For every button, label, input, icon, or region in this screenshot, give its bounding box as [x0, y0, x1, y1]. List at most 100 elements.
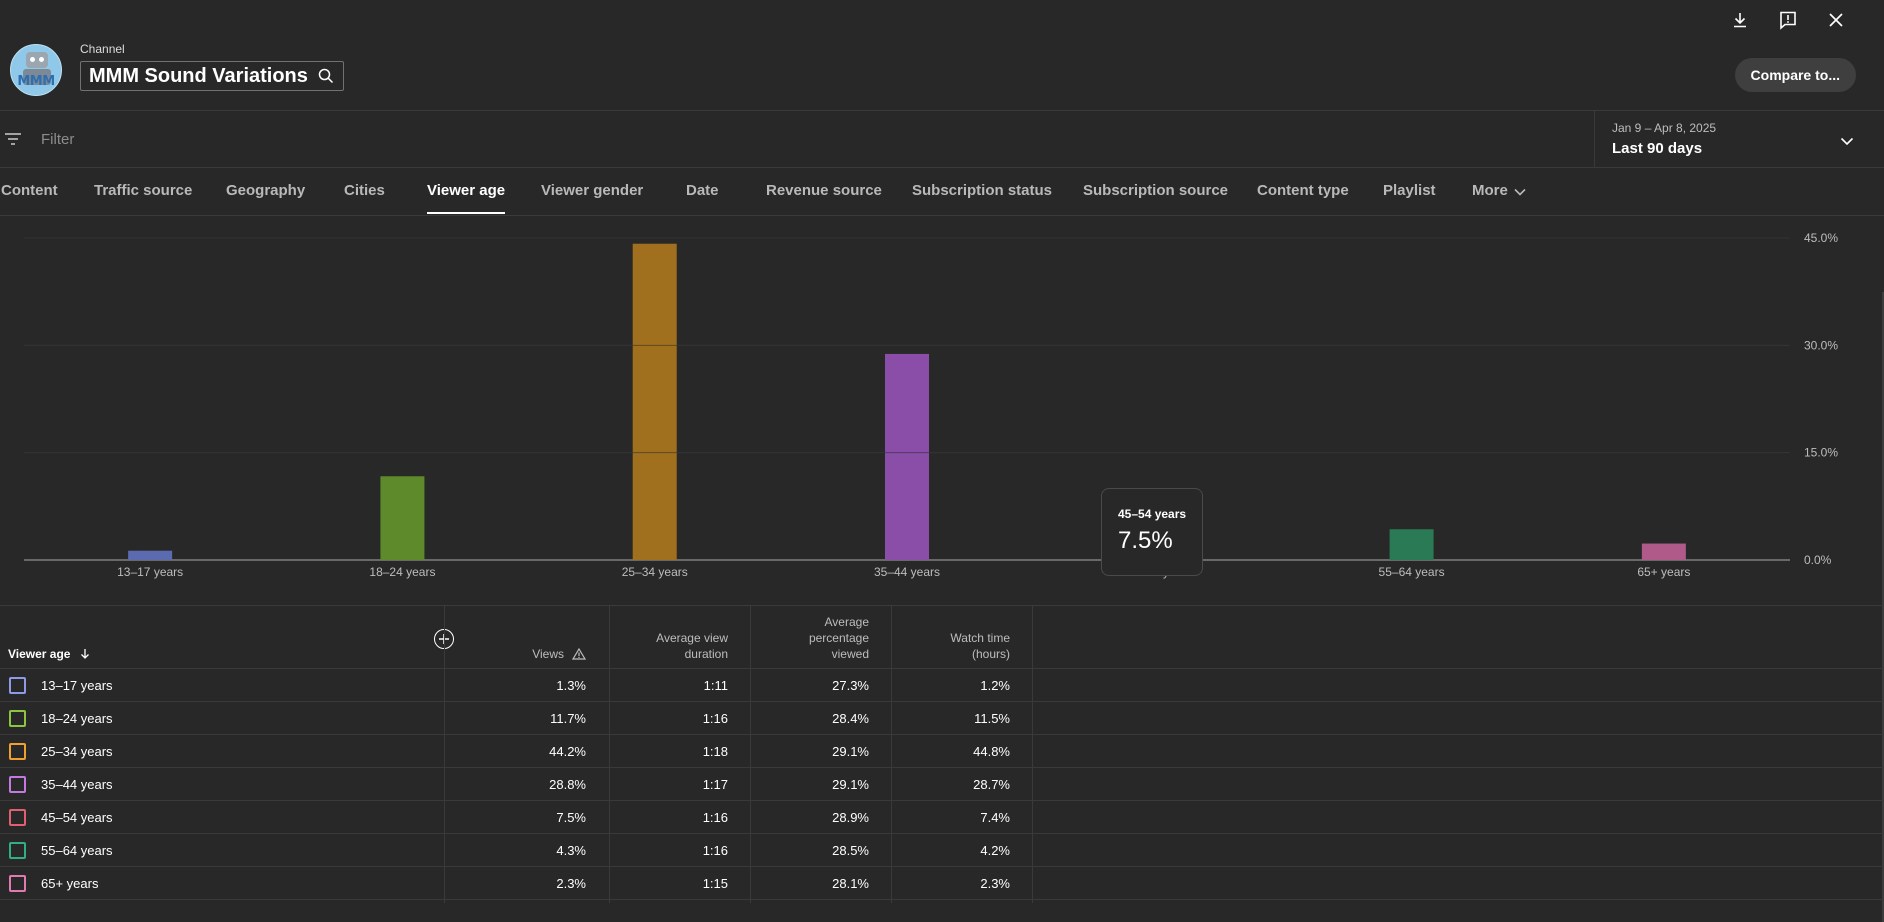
row-age-label: 25–34 years: [41, 744, 113, 759]
cell-apv: 28.5%: [832, 843, 869, 858]
tab-revenue-source[interactable]: Revenue source: [766, 182, 882, 199]
table-row: 13–17 years 1.3% 1:11 27.3% 1.2%: [0, 669, 1884, 702]
cell-avd: 1:16: [702, 810, 728, 825]
cell-views: 7.5%: [556, 810, 586, 825]
chevron-down-icon: [1840, 133, 1854, 151]
bar-chart-svg: 0.0% 15.0% 30.0% 45.0% 13–17 years 18–24 year…: [24, 231, 1838, 579]
row-checkbox[interactable]: [9, 743, 26, 760]
cell-views: 4.3%: [556, 843, 586, 858]
row-checkbox[interactable]: [9, 677, 26, 694]
row-checkbox[interactable]: [9, 776, 26, 793]
table-row: 25–34 years 44.2% 1:18 29.1% 44.8%: [0, 735, 1884, 768]
tab-cities[interactable]: Cities: [344, 182, 385, 199]
column-divider: [609, 606, 610, 903]
search-icon[interactable]: [318, 68, 334, 84]
col-header-views: Views: [532, 647, 564, 661]
header-line: percentage: [808, 631, 869, 645]
col-header-avg-view-duration[interactable]: Average view duration: [656, 630, 728, 662]
col-header-avg-percentage-viewed[interactable]: Average percentage viewed: [809, 614, 869, 662]
x-tick-label: 13–17 years: [117, 565, 183, 579]
tab-date[interactable]: Date: [686, 182, 719, 199]
filter-icon[interactable]: [4, 131, 22, 152]
col-header-watch-time[interactable]: Watch time (hours): [950, 630, 1010, 662]
tab-viewer-age[interactable]: Viewer age: [427, 182, 506, 214]
row-checkbox[interactable]: [9, 809, 26, 826]
download-icon[interactable]: [1728, 8, 1752, 32]
channel-selector[interactable]: MMM Sound Variations: [80, 61, 344, 91]
channel-label: Channel: [80, 42, 125, 56]
header-line: Average: [824, 615, 869, 629]
date-range-picker[interactable]: Jan 9 – Apr 8, 2025 Last 90 days: [1594, 111, 1884, 167]
row-checkbox[interactable]: [9, 875, 26, 892]
cell-wt: 44.8%: [973, 744, 1010, 759]
compare-button[interactable]: Compare to...: [1734, 58, 1856, 92]
sort-by-views[interactable]: Views: [532, 646, 586, 662]
tab-content[interactable]: Content: [1, 182, 58, 199]
y-tick-label: 15.0%: [1804, 446, 1838, 460]
bar-4[interactable]: [885, 353, 929, 560]
filter-input[interactable]: Filter: [41, 131, 75, 148]
cell-wt: 11.5%: [974, 711, 1010, 726]
header-line: Watch time: [950, 631, 1010, 645]
close-icon[interactable]: [1824, 8, 1848, 32]
window-actions: [1728, 8, 1848, 32]
row-checkbox[interactable]: [9, 710, 26, 727]
x-tick-label: 65+ years: [1637, 565, 1690, 579]
feedback-icon[interactable]: [1776, 8, 1800, 32]
cell-apv: 28.4%: [832, 711, 869, 726]
cell-views: 2.3%: [556, 876, 586, 891]
cell-wt: 2.3%: [980, 876, 1010, 891]
tab-traffic-source[interactable]: Traffic source: [94, 182, 193, 199]
cell-avd: 1:17: [702, 777, 728, 792]
tab-bar: Content Traffic source Geography Cities …: [0, 168, 1884, 216]
cell-apv: 29.1%: [832, 744, 869, 759]
cell-views: 11.7%: [550, 711, 586, 726]
bar-3[interactable]: [632, 243, 677, 561]
x-tick-label: 55–64 years: [1379, 565, 1445, 579]
arrow-down-icon: [80, 648, 90, 660]
data-table: Viewer age Views Average view duration A…: [0, 605, 1884, 903]
tab-subscription-status[interactable]: Subscription status: [912, 182, 1053, 199]
bar-7[interactable]: [1641, 543, 1686, 560]
table-row: 45–54 years 7.5% 1:16 28.9% 7.4%: [0, 801, 1884, 834]
header-line: viewed: [831, 647, 869, 661]
tab-viewer-gender[interactable]: Viewer gender: [541, 182, 644, 199]
cell-apv: 28.9%: [832, 810, 869, 825]
date-range-dates: Jan 9 – Apr 8, 2025: [1612, 121, 1717, 135]
row-age-label: 35–44 years: [41, 777, 113, 792]
cell-apv: 29.1%: [832, 777, 869, 792]
bar-6[interactable]: [1389, 529, 1434, 560]
table-body: 13–17 years 1.3% 1:11 27.3% 1.2% 18–24 years 1…: [0, 669, 1884, 900]
avatar: MMM: [10, 44, 62, 96]
tab-playlist[interactable]: Playlist: [1383, 182, 1436, 199]
cell-views: 1.3%: [556, 678, 586, 693]
filter-bar: Filter Jan 9 – Apr 8, 2025 Last 90 days: [0, 110, 1884, 168]
sort-by-viewer-age[interactable]: Viewer age: [8, 646, 90, 662]
scrollbar[interactable]: [1882, 292, 1884, 922]
cell-wt: 7.4%: [980, 810, 1010, 825]
bar-1[interactable]: [128, 550, 173, 560]
table-row: 55–64 years 4.3% 1:16 28.5% 4.2%: [0, 834, 1884, 867]
y-tick-label: 45.0%: [1804, 231, 1838, 245]
warning-icon: [572, 648, 586, 660]
table-row: 35–44 years 28.8% 1:17 29.1% 28.7%: [0, 768, 1884, 801]
y-tick-label: 30.0%: [1804, 338, 1838, 352]
tab-subscription-source[interactable]: Subscription source: [1083, 182, 1229, 199]
tab-more[interactable]: More: [1472, 182, 1526, 200]
channel-name: MMM Sound Variations: [89, 64, 308, 87]
tab-geography[interactable]: Geography: [226, 182, 306, 199]
row-checkbox[interactable]: [9, 842, 26, 859]
column-divider: [891, 606, 892, 903]
cell-avd: 1:18: [702, 744, 728, 759]
row-age-label: 18–24 years: [41, 711, 113, 726]
cell-wt: 1.2%: [980, 678, 1010, 693]
cell-avd: 1:16: [702, 843, 728, 858]
tooltip-label: 45–54 years: [1118, 507, 1187, 521]
tab-more-label: More: [1472, 182, 1508, 199]
row-age-label: 13–17 years: [41, 678, 113, 693]
x-tick-label: 25–34 years: [622, 565, 688, 579]
y-tick-label: 0.0%: [1804, 553, 1832, 567]
tab-content-type[interactable]: Content type: [1257, 182, 1349, 199]
date-range-label: Last 90 days: [1612, 140, 1703, 157]
bar-2[interactable]: [380, 476, 425, 560]
